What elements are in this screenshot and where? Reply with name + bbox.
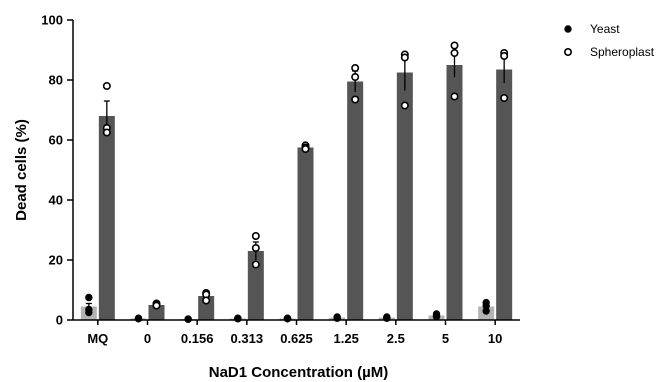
point-spheroplast <box>102 82 111 91</box>
point-yeast <box>85 308 93 317</box>
point-yeast <box>184 315 192 323</box>
x-tick-label: 1.25 <box>334 331 359 346</box>
point-spheroplast <box>351 64 360 73</box>
x-tick-label: 0 <box>144 331 151 346</box>
bar-spheroplast <box>98 116 115 320</box>
x-tick-label: 10 <box>488 331 502 346</box>
x-tick-label: 0.625 <box>280 331 313 346</box>
point-spheroplast <box>351 73 360 82</box>
y-tick-label: 0 <box>56 313 63 328</box>
x-tick-label: 2.5 <box>387 331 405 346</box>
point-spheroplast <box>450 48 459 57</box>
x-tick-label: 0.313 <box>231 331 264 346</box>
point-spheroplast <box>202 296 211 305</box>
bar-spheroplast <box>198 296 215 320</box>
axes <box>72 20 520 325</box>
point-spheroplast <box>400 101 409 110</box>
bar-spheroplast <box>297 147 314 320</box>
bar-spheroplast <box>148 305 165 320</box>
point-yeast <box>234 315 242 323</box>
point-spheroplast <box>301 145 310 154</box>
point-spheroplast <box>251 260 260 269</box>
legend-label-spheroplast: Spheroplast <box>590 45 655 59</box>
x-axis-title: NaD1 Concentration (µM) <box>209 364 388 381</box>
x-tick-label: MQ <box>87 331 108 346</box>
legend: Yeast Spheroplast <box>563 22 655 59</box>
point-spheroplast <box>450 92 459 101</box>
point-spheroplast <box>251 232 260 241</box>
data-points <box>85 41 509 323</box>
point-spheroplast <box>450 41 459 50</box>
y-tick-label: 20 <box>49 253 63 268</box>
x-tick-label: 0.156 <box>181 331 214 346</box>
y-tick-label: 60 <box>49 133 63 148</box>
point-yeast <box>85 293 93 302</box>
legend-label-yeast: Yeast <box>590 22 620 36</box>
x-tick-labels: MQ 0 0.156 0.313 0.625 1.25 2.5 5 10 <box>87 331 502 346</box>
legend-marker-yeast <box>564 25 572 33</box>
point-spheroplast <box>400 53 409 62</box>
error-bars <box>85 52 508 317</box>
y-tick-label: 80 <box>49 73 63 88</box>
point-spheroplast <box>500 94 509 103</box>
y-axis-ticks: 0 20 40 60 80 100 <box>41 13 73 328</box>
point-spheroplast <box>351 95 360 104</box>
bar-spheroplast <box>347 81 364 320</box>
legend-marker-spheroplast <box>563 47 572 56</box>
bars <box>80 65 513 320</box>
y-axis-title: Dead cells (%) <box>13 119 30 221</box>
point-yeast <box>383 313 391 322</box>
point-spheroplast <box>500 51 509 60</box>
bar-spheroplast <box>446 65 463 320</box>
point-yeast <box>482 307 490 315</box>
point-spheroplast <box>251 244 260 253</box>
bar-spheroplast <box>496 69 513 320</box>
x-tick-label: 5 <box>442 331 449 346</box>
y-tick-label: 100 <box>41 13 63 28</box>
bar-spheroplast <box>247 251 264 320</box>
point-spheroplast <box>152 301 161 310</box>
y-tick-label: 40 <box>49 193 63 208</box>
bar-spheroplast <box>396 72 413 320</box>
point-yeast <box>432 313 441 321</box>
point-spheroplast <box>102 128 111 137</box>
